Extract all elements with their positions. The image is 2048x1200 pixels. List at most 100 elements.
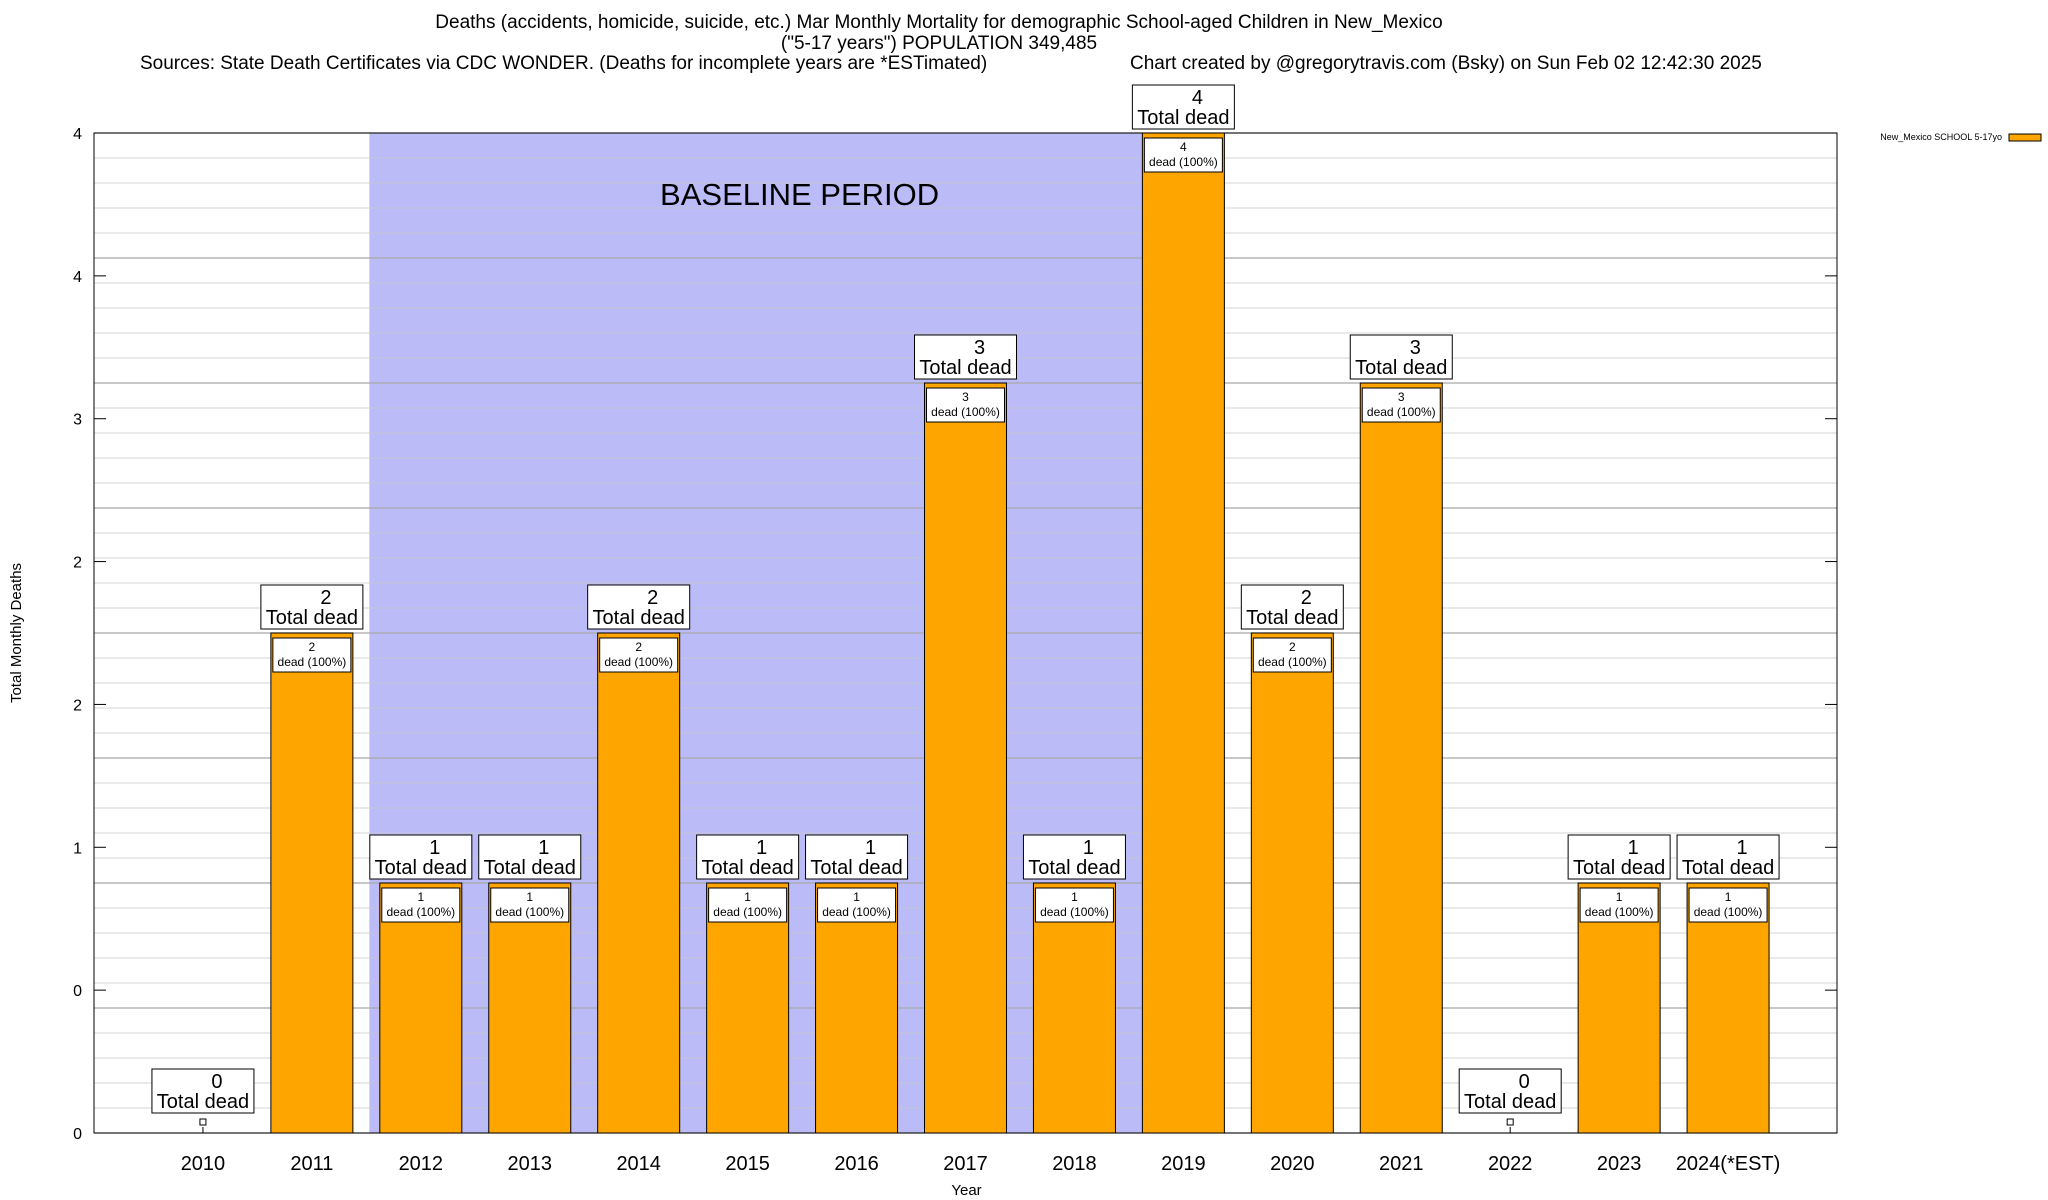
total-label-value: 2 — [647, 587, 658, 609]
total-label-text: Total dead — [1246, 607, 1338, 629]
segment-label-value: 2 — [635, 640, 642, 654]
total-label-text: Total dead — [1028, 857, 1120, 879]
x-tick-label: 2018 — [1052, 1153, 1097, 1175]
x-tick-label: 2023 — [1597, 1153, 1642, 1175]
total-label-text: Total dead — [1573, 857, 1665, 879]
segment-label-value: 3 — [1398, 390, 1405, 404]
x-tick-label: 2016 — [834, 1153, 879, 1175]
segment-label-value: 1 — [853, 890, 860, 904]
total-label-text: Total dead — [266, 607, 358, 629]
segment-label-text: dead (100%) — [1258, 655, 1327, 669]
bar — [488, 882, 572, 1134]
total-label-box — [151, 1068, 255, 1114]
total-label-text: Total dead — [484, 857, 576, 879]
chart-credit: Chart created by @gregorytravis.com (Bsk… — [1130, 53, 1762, 74]
segment-label-text: dead (100%) — [1367, 405, 1436, 419]
bar — [379, 882, 463, 1134]
total-label-box — [1567, 834, 1671, 880]
segment-label-text: dead (100%) — [822, 905, 891, 919]
total-label-text: Total dead — [919, 357, 1011, 379]
x-tick-label: 2024(*EST) — [1676, 1153, 1781, 1175]
total-label-value: 3 — [1410, 337, 1421, 359]
legend-swatch — [2008, 133, 2042, 142]
total-label-value: 0 — [211, 1071, 222, 1093]
total-label-value: 1 — [429, 837, 440, 859]
total-label-box — [478, 834, 582, 880]
segment-label-text: dead (100%) — [1040, 905, 1109, 919]
total-label-text: Total dead — [701, 857, 793, 879]
y-tick-label: 2 — [73, 697, 82, 714]
segment-label-value: 1 — [1616, 890, 1623, 904]
segment-label-value: 1 — [1725, 890, 1732, 904]
segment-label-text: dead (100%) — [1694, 905, 1763, 919]
bar — [1577, 882, 1661, 1134]
total-label-box — [1676, 834, 1780, 880]
segment-label-box — [1034, 887, 1114, 923]
segment-label-value: 3 — [962, 390, 969, 404]
total-label-text: Total dead — [810, 857, 902, 879]
bar — [1359, 382, 1443, 1134]
segment-label-text: dead (100%) — [713, 905, 782, 919]
y-tick-label: 0 — [73, 1126, 82, 1143]
segment-label-value: 1 — [1071, 890, 1078, 904]
total-label-box — [696, 834, 800, 880]
total-label-value: 4 — [1192, 87, 1203, 109]
segment-label-value: 1 — [417, 890, 424, 904]
x-tick-label: 2015 — [725, 1153, 770, 1175]
x-tick-label: 2011 — [290, 1153, 333, 1175]
total-label-text: Total dead — [1682, 857, 1774, 879]
x-tick-label: 2022 — [1488, 1153, 1533, 1175]
segment-label-text: dead (100%) — [1585, 905, 1654, 919]
segment-label-box — [817, 887, 897, 923]
segment-label-box — [272, 637, 352, 673]
total-label-value: 0 — [1519, 1071, 1530, 1093]
total-label-text: Total dead — [1355, 357, 1447, 379]
segment-label-text: dead (100%) — [1149, 155, 1218, 169]
bar — [270, 632, 354, 1134]
total-label-value: 2 — [320, 587, 331, 609]
total-label-box — [914, 334, 1017, 380]
x-tick-label: 2019 — [1161, 1153, 1206, 1175]
zero-marker — [1506, 1118, 1514, 1126]
segment-label-text: dead (100%) — [495, 905, 564, 919]
total-label-box — [805, 834, 909, 880]
total-label-text: Total dead — [593, 607, 685, 629]
segment-label-box — [381, 887, 461, 923]
y-tick-label: 0 — [73, 983, 82, 1000]
plot-frame — [93, 132, 1838, 1134]
segment-label-box — [1579, 887, 1659, 923]
total-label-text: Total dead — [157, 1091, 249, 1113]
total-label-text: Total dead — [1137, 107, 1229, 129]
total-label-box — [1458, 1068, 1562, 1114]
segment-label-value: 2 — [309, 640, 316, 654]
total-label-value: 3 — [974, 337, 985, 359]
x-axis-title: Year — [951, 1182, 981, 1199]
chart-title: Deaths (accidents, homicide, suicide, et… — [435, 12, 1443, 33]
bar — [1032, 882, 1116, 1134]
total-label-value: 1 — [1737, 837, 1748, 859]
bar — [706, 882, 790, 1134]
x-tick-label: 2010 — [181, 1153, 226, 1175]
total-label-box — [1131, 84, 1235, 130]
segment-label-box — [1252, 637, 1332, 673]
segment-label-text: dead (100%) — [931, 405, 1000, 419]
segment-label-box — [1688, 887, 1768, 923]
total-label-value: 1 — [1083, 837, 1094, 859]
y-tick-label: 3 — [73, 412, 82, 429]
segment-label-box — [708, 887, 788, 923]
bar — [1250, 632, 1334, 1134]
segment-label-box — [490, 887, 570, 923]
total-label-box — [1022, 834, 1126, 880]
segment-label-box — [1361, 387, 1441, 423]
chart-sources: Sources: State Death Certificates via CD… — [140, 53, 988, 74]
total-label-value: 1 — [1628, 837, 1639, 859]
segment-label-value: 2 — [1289, 640, 1296, 654]
segment-label-value: 4 — [1180, 140, 1187, 154]
bar — [1141, 132, 1225, 1134]
x-tick-label: 2014 — [616, 1153, 661, 1175]
x-tick-label: 2013 — [508, 1153, 553, 1175]
segment-label-text: dead (100%) — [604, 655, 673, 669]
y-tick-label: 4 — [73, 269, 82, 286]
y-tick-label: 1 — [73, 840, 82, 857]
